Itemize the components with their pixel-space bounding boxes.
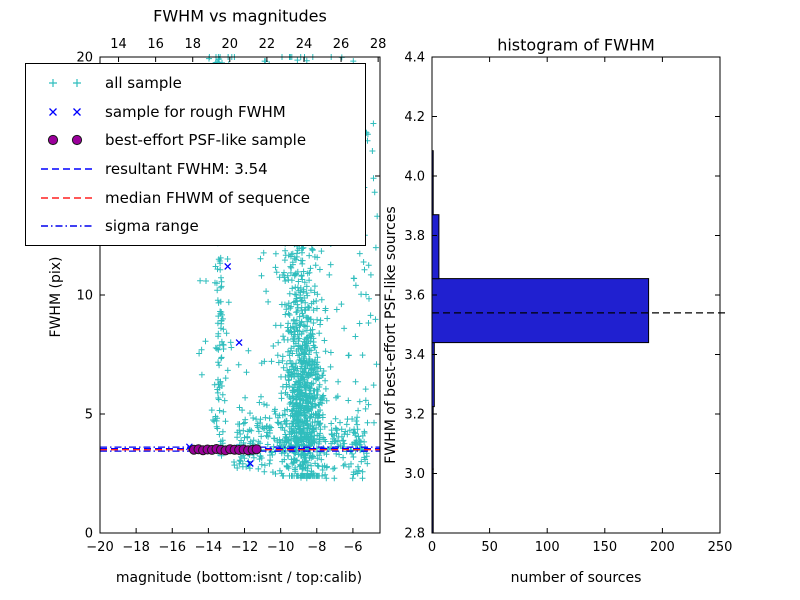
right-plot: 0 50 100 150 200 250 2.8 3.0 3.2 3.4 3.6 3.8 4.0 4.2 4…	[404, 51, 732, 556]
svg-text:250: 250	[708, 540, 733, 555]
legend-x-icon	[49, 107, 81, 116]
svg-text:20: 20	[222, 37, 239, 52]
svg-text:20: 20	[76, 51, 93, 66]
svg-text:100: 100	[535, 540, 560, 555]
legend-dashed-icon	[41, 196, 92, 199]
svg-text:2.8: 2.8	[404, 527, 425, 542]
left-plot-ylabel: FWHM (pix)	[48, 256, 64, 338]
svg-text:3.6: 3.6	[404, 289, 425, 304]
legend-circle-icon	[47, 135, 83, 146]
legend-item-label: best-effort PSF-like sample	[105, 131, 307, 150]
legend-item: all sample	[32, 69, 365, 98]
svg-text:50: 50	[481, 540, 498, 555]
svg-text:28: 28	[370, 37, 387, 52]
left-plot-xlabel: magnitude (bottom:isnt / top:calib)	[115, 570, 363, 586]
svg-text:26: 26	[333, 37, 350, 52]
legend-dashdot-icon	[41, 225, 92, 227]
right-plot-xlabel: number of sources	[510, 570, 642, 586]
svg-text:16: 16	[147, 37, 164, 52]
svg-text:3.0: 3.0	[404, 467, 425, 482]
legend-item: sample for rough FWHM	[32, 98, 365, 127]
histogram-bars	[431, 150, 650, 534]
svg-text:10: 10	[76, 289, 93, 304]
legend-item-label: sigma range	[105, 217, 199, 236]
svg-text:−16: −16	[159, 540, 186, 555]
legend-item: best-effort PSF-like sample	[32, 126, 365, 155]
left-plot: −20 −18 −16 −14 −12 −10 −8 −6 14 16 18 20 22 24 26 28 0 5…	[76, 37, 386, 555]
svg-text:−14: −14	[195, 540, 222, 555]
legend-dashed-icon	[41, 168, 92, 170]
histogram-bar	[431, 278, 650, 344]
svg-text:4.2: 4.2	[404, 110, 425, 125]
svg-text:0: 0	[85, 527, 93, 542]
legend-item-label: median FHWM of sequence	[105, 188, 310, 207]
right-plot-title: histogram of FWHM	[497, 35, 655, 55]
svg-text:−18: −18	[122, 540, 149, 555]
legend-plus-icon	[49, 79, 81, 88]
scatter-psf-sample	[188, 444, 262, 456]
left-plot-title: FWHM vs magnitudes	[153, 6, 327, 26]
svg-text:22: 22	[259, 37, 276, 52]
svg-text:4.4: 4.4	[404, 51, 425, 66]
right-plot-ylabel: FWHM of best-effort PSF-like sources	[383, 206, 399, 464]
svg-text:14: 14	[110, 37, 127, 52]
legend-item-label: sample for rough FWHM	[105, 102, 286, 121]
svg-text:3.8: 3.8	[404, 229, 425, 244]
legend-item: resultant FWHM: 3.54	[32, 155, 365, 184]
legend: all sample sample for rough FWHM best-effo…	[25, 63, 366, 246]
right-plot-axes: 0 50 100 150 200 250 2.8 3.0 3.2 3.4 3.6 3.8 4.0 4.2 4…	[404, 51, 732, 556]
svg-text:4.0: 4.0	[404, 170, 425, 185]
svg-text:−20: −20	[86, 540, 113, 555]
svg-text:18: 18	[184, 37, 201, 52]
legend-item-label: all sample	[105, 74, 182, 93]
svg-text:3.2: 3.2	[404, 408, 425, 423]
svg-text:150: 150	[592, 540, 617, 555]
svg-text:200: 200	[650, 540, 675, 555]
legend-item: sigma range	[32, 212, 365, 241]
fwhm-lines	[100, 446, 380, 452]
svg-text:5: 5	[85, 408, 93, 423]
histogram-bar	[431, 214, 440, 280]
svg-text:24: 24	[296, 37, 313, 52]
svg-text:−10: −10	[267, 540, 294, 555]
svg-text:0: 0	[428, 540, 436, 555]
svg-text:3.4: 3.4	[404, 348, 425, 363]
legend-item-label: resultant FWHM: 3.54	[105, 160, 268, 179]
legend-item: median FHWM of sequence	[32, 183, 365, 212]
svg-text:−6: −6	[343, 540, 362, 555]
svg-text:−12: −12	[231, 540, 258, 555]
svg-text:−8: −8	[307, 540, 326, 555]
